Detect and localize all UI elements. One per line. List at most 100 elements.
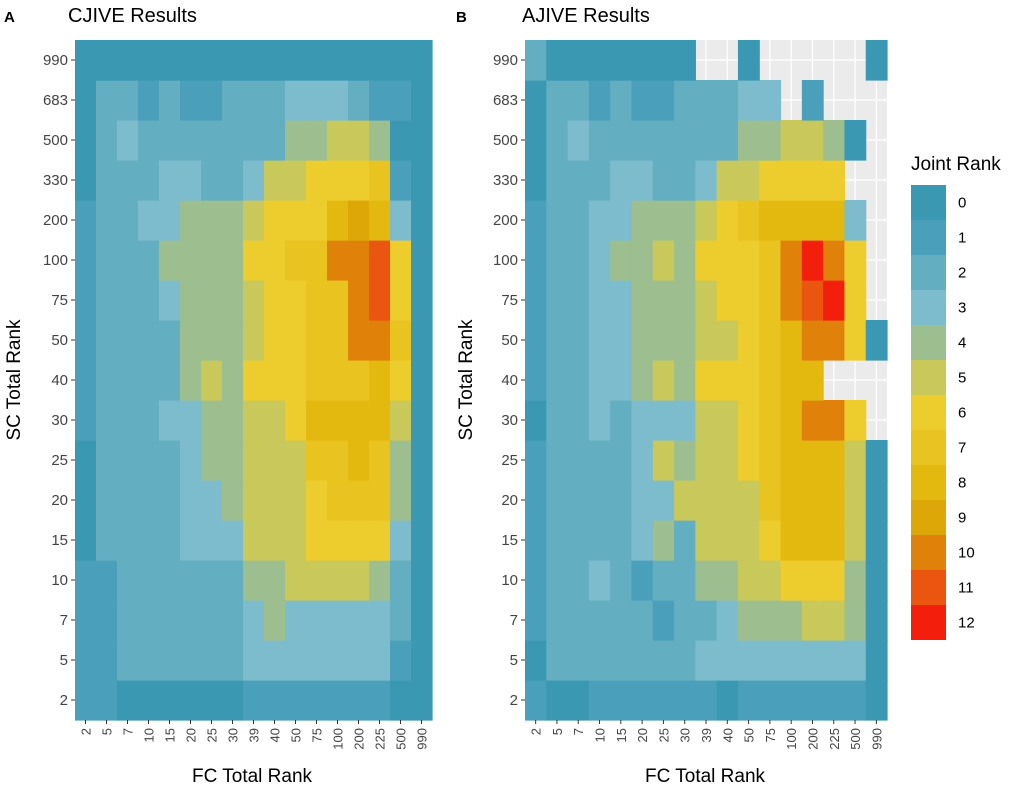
panel-a-cell (285, 40, 307, 81)
panel-b-cell (844, 560, 867, 601)
panel-a-cell (306, 480, 328, 521)
panel-a-cell (327, 160, 349, 201)
panel-a-x-tick-label: 200 (352, 728, 367, 750)
panel-a-cell (411, 360, 433, 401)
panel-a-cell (243, 120, 265, 161)
panel-b-cell (525, 320, 547, 361)
panel-b-cell (801, 680, 824, 721)
panel-a-cell (285, 400, 307, 441)
panel-a-y-tick-label: 200 (43, 212, 68, 229)
panel-b-y-tick-label: 10 (501, 572, 518, 589)
legend-label: 1 (958, 230, 966, 247)
panel-a-cell (201, 400, 223, 441)
panel-a-cell (285, 80, 307, 121)
panel-a-cell (411, 680, 433, 721)
panel-b-cell (716, 520, 739, 561)
panel-a-cell (264, 80, 286, 121)
panel-a-cell (243, 360, 265, 401)
panel-b-cell (780, 680, 803, 721)
panel-a-cell (180, 120, 202, 161)
panel-a-cell (96, 400, 118, 441)
panel-b-cell (695, 520, 718, 561)
panel-b-cell (525, 240, 547, 281)
panel-a-cell (411, 160, 433, 201)
panel-b-cell (631, 80, 654, 121)
panel-a-cell (411, 560, 433, 601)
panel-a-cell (264, 160, 286, 201)
panel-b-cell (652, 320, 675, 361)
panel-a-cell (369, 480, 391, 521)
panel-a-cell (117, 80, 139, 121)
panel-a-cell (159, 600, 181, 641)
panel-a-cell (75, 520, 97, 561)
panel-b-cell (546, 600, 569, 641)
panel-a-cell (117, 680, 139, 721)
panel-b-x-tick-label: 5 (550, 728, 565, 735)
panel-b-cell (844, 480, 867, 521)
panel-b-cell (588, 360, 611, 401)
panel-b-cell (801, 320, 824, 361)
panel-a-cell (75, 120, 97, 161)
panel-b-cell (546, 520, 569, 561)
panel-a-cell (264, 640, 286, 681)
panel-b-cell (844, 400, 867, 441)
panel-a-y-axis-title: SC Total Rank (4, 319, 25, 441)
panel-b-y-tick-label: 200 (493, 212, 518, 229)
panel-b-cell (652, 360, 675, 401)
panel-b-cell (865, 480, 888, 521)
panel-a-x-tick-label: 5 (100, 728, 115, 735)
panel-b-cell (652, 120, 675, 161)
panel-b-y-tick-label: 15 (501, 532, 518, 549)
panel-b-x-tick-label: 7 (571, 728, 586, 735)
panel-b-cell (631, 120, 654, 161)
panel-a-y-tick-label: 75 (51, 292, 68, 309)
panel-b-cell (631, 520, 654, 561)
panel-a-y-tick-label: 5 (60, 652, 68, 669)
panel-b-cell (525, 280, 547, 321)
panel-a-y-tick-label: 500 (43, 132, 68, 149)
legend-label: 6 (958, 405, 966, 422)
panel-a-cell (117, 320, 139, 361)
panel-b-cell (844, 200, 867, 241)
panel-a-cell (264, 120, 286, 161)
panel-a-title: CJIVE Results (68, 5, 197, 27)
panel-b-cell (716, 600, 739, 641)
panel-b-cell (801, 160, 824, 201)
panel-a-cell (180, 480, 202, 521)
panel-b-cell (737, 40, 760, 81)
panel-b-cell (844, 120, 867, 161)
panel-a-x-axis: 2 5 7 10 15 20 25 30 39 40 50 75 100 200 225 500 990 (79, 720, 430, 750)
panel-a-cell (96, 160, 118, 201)
panel-b-cell (525, 360, 547, 401)
panel-b-cell (525, 120, 547, 161)
legend-label: 4 (958, 335, 966, 352)
panel-b-cell (759, 680, 782, 721)
panel-a: A CJIVE Results 257101520253040507510020… (4, 5, 433, 787)
panel-a-cell (327, 240, 349, 281)
panel-b-cell (652, 160, 675, 201)
panel-a-cell (159, 200, 181, 241)
panel-a-cell (96, 280, 118, 321)
panel-b-cell (823, 400, 846, 441)
panel-b-x-tick-label: 75 (763, 728, 778, 742)
panel-a-cell (390, 120, 412, 161)
panel-b-cell (737, 640, 760, 681)
panel-b-cell (780, 600, 803, 641)
panel-a-cell (75, 600, 97, 641)
panel-b-cell (865, 600, 888, 641)
panel-b-cell (652, 560, 675, 601)
panel-b-cell (610, 200, 633, 241)
panel-a-cell (201, 520, 223, 561)
panel-a-cell (180, 200, 202, 241)
panel-a-y-tick-label: 7 (60, 612, 68, 629)
panel-b-cell (652, 40, 675, 81)
panel-b-cell (525, 400, 547, 441)
panel-b-y-tick-label: 100 (493, 252, 518, 269)
panel-b-cell (525, 680, 547, 721)
panel-b-cell (631, 400, 654, 441)
panel-b-y-tick-label: 2 (510, 692, 518, 709)
panel-a-cell (390, 40, 412, 81)
panel-b-x-tick-label: 200 (805, 728, 820, 750)
legend-swatch (911, 255, 946, 290)
panel-b-cell (525, 440, 547, 481)
